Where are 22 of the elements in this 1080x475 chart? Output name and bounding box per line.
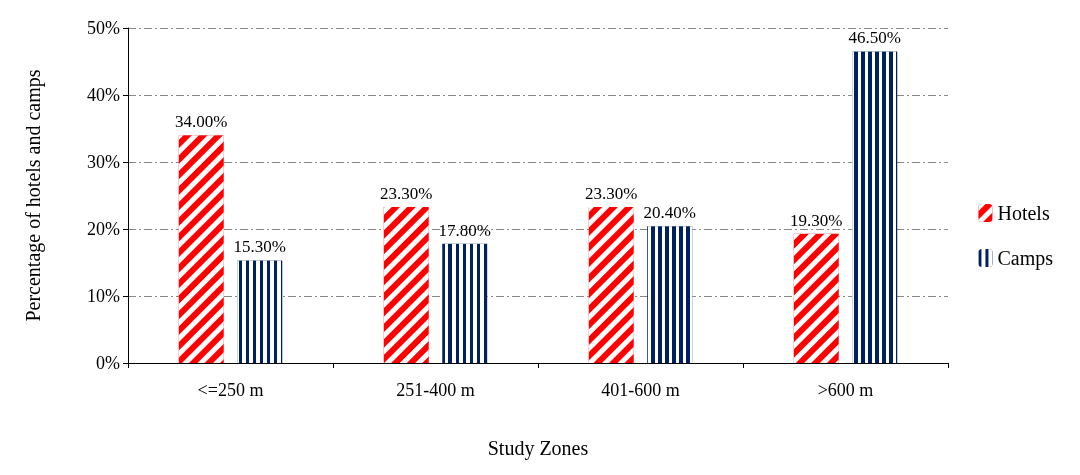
data-label: 17.80% bbox=[438, 220, 491, 240]
data-label: 20.40% bbox=[643, 203, 696, 223]
y-tick-label: 40% bbox=[87, 85, 120, 105]
y-tick-label: 10% bbox=[87, 286, 120, 306]
legend-label: Hotels bbox=[997, 202, 1050, 224]
data-label: 19.30% bbox=[790, 210, 843, 230]
y-axis-title: Percentage of hotels and camps bbox=[22, 69, 45, 322]
y-tick-label: 20% bbox=[87, 219, 120, 239]
x-tick-label: 401-600 m bbox=[601, 380, 680, 400]
data-label: 34.00% bbox=[175, 112, 228, 132]
data-label: 46.50% bbox=[848, 28, 901, 48]
data-label: 23.30% bbox=[380, 183, 433, 203]
y-tick-label: 0% bbox=[96, 353, 120, 373]
legend-label: Camps bbox=[997, 247, 1054, 270]
x-tick-label: <=250 m bbox=[197, 380, 264, 400]
x-tick-label: 251-400 m bbox=[396, 380, 475, 400]
y-tick-label: 30% bbox=[87, 152, 120, 172]
data-label: 23.30% bbox=[585, 183, 638, 203]
data-label: 15.30% bbox=[233, 237, 286, 257]
x-axis-title: Study Zones bbox=[487, 437, 589, 460]
y-tick-label: 50% bbox=[87, 18, 120, 38]
x-tick-label: >600 m bbox=[817, 380, 874, 400]
